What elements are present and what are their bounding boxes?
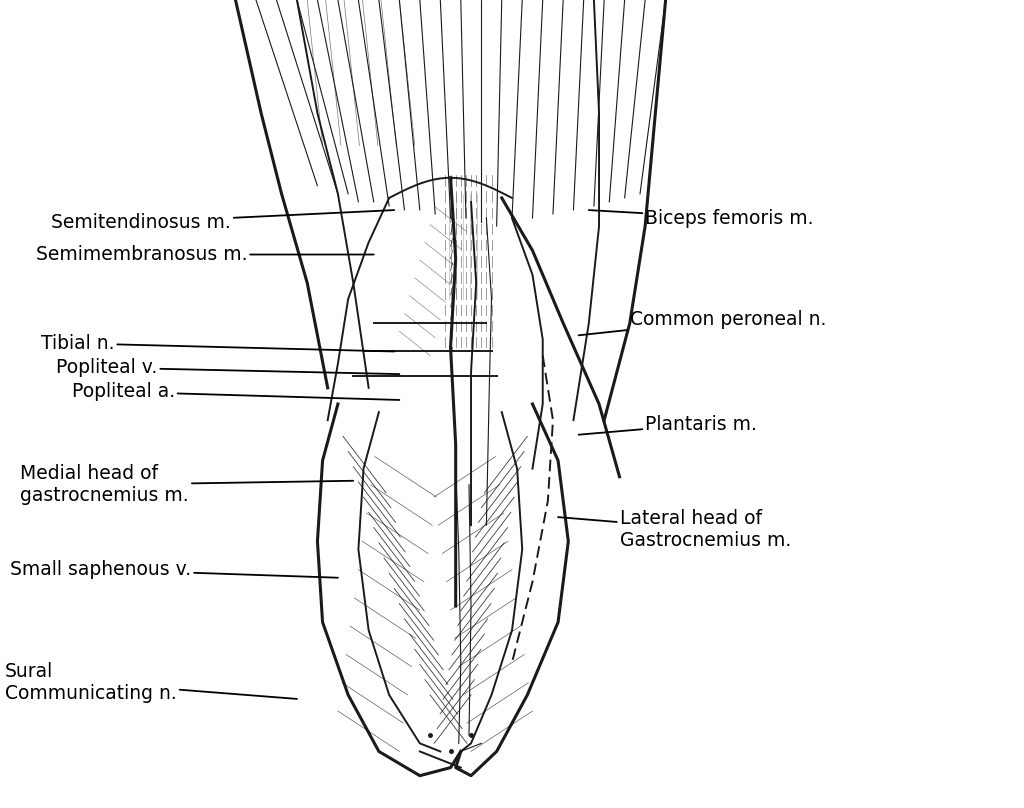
Text: Small saphenous v.: Small saphenous v.	[10, 560, 338, 579]
Text: Common peroneal n.: Common peroneal n.	[579, 309, 826, 335]
Text: Biceps femoris m.: Biceps femoris m.	[589, 208, 814, 228]
Text: Medial head of
gastrocnemius m.: Medial head of gastrocnemius m.	[20, 465, 353, 505]
Text: Popliteal a.: Popliteal a.	[72, 382, 399, 402]
Text: Tibial n.: Tibial n.	[41, 334, 394, 353]
Text: Popliteal v.: Popliteal v.	[56, 358, 399, 377]
Text: Semimembranosus m.: Semimembranosus m.	[36, 245, 374, 264]
Text: Sural
Communicating n.: Sural Communicating n.	[5, 663, 297, 703]
Text: Lateral head of
Gastrocnemius m.: Lateral head of Gastrocnemius m.	[558, 509, 791, 549]
Text: Plantaris m.: Plantaris m.	[579, 415, 757, 435]
Text: Semitendinosus m.: Semitendinosus m.	[51, 210, 394, 232]
